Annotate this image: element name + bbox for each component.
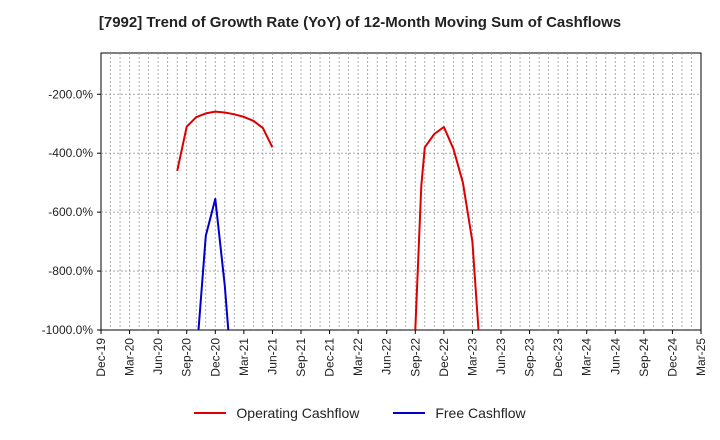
x-tick-label: Sep-21 [294, 338, 308, 377]
y-tick-label: -200.0% [48, 87, 93, 101]
legend-item-free-cashflow: Free Cashflow [393, 405, 526, 421]
legend-label-operating: Operating Cashflow [236, 405, 360, 421]
x-tick-label: Sep-20 [180, 338, 194, 377]
x-tick-label: Mar-24 [580, 338, 594, 376]
x-tick-label: Jun-24 [608, 338, 622, 375]
x-tick-label: Mar-20 [123, 338, 137, 376]
legend-swatch-operating [194, 412, 227, 414]
operating-cashflow-line-segment-1 [414, 126, 480, 331]
x-tick-label: Dec-22 [437, 338, 451, 377]
x-tick-label: Mar-23 [465, 338, 479, 376]
y-tick-label: -400.0% [48, 146, 93, 160]
x-tick-label: Sep-22 [408, 338, 422, 377]
legend-swatch-free [393, 412, 426, 414]
x-tick-label: Dec-24 [665, 338, 679, 377]
x-tick-label: Jun-20 [151, 338, 165, 375]
x-tick-label: Mar-25 [694, 338, 708, 376]
x-tick-label: Sep-24 [637, 338, 651, 377]
x-tick-label: Jun-22 [380, 338, 394, 375]
legend-item-operating-cashflow: Operating Cashflow [194, 405, 359, 421]
x-tick-label: Jun-21 [265, 338, 279, 375]
x-tick-label: Dec-21 [323, 338, 337, 377]
x-tick-label: Dec-23 [551, 338, 565, 377]
legend-label-free: Free Cashflow [435, 405, 526, 421]
free-cashflow-line-segment-0 [197, 197, 230, 331]
y-tick-label: -600.0% [48, 205, 93, 219]
x-tick-label: Mar-21 [237, 338, 251, 376]
y-tick-label: -800.0% [48, 264, 93, 278]
chart-legend: Operating Cashflow Free Cashflow [0, 405, 720, 421]
plot-area [100, 52, 702, 331]
y-tick-label: -1000.0% [42, 323, 94, 337]
x-tick-label: Sep-23 [523, 338, 537, 377]
x-tick-label: Dec-19 [94, 338, 108, 377]
operating-cashflow-line-segment-0 [176, 110, 274, 172]
x-tick-label: Dec-20 [208, 338, 222, 377]
x-tick-label: Jun-23 [494, 338, 508, 375]
chart-title: [7992] Trend of Growth Rate (YoY) of 12-… [98, 14, 622, 31]
x-tick-label: Mar-22 [351, 338, 365, 376]
